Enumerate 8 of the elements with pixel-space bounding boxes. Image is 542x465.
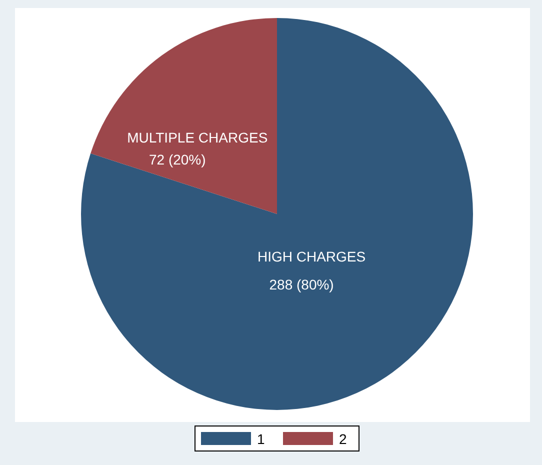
data-label: 288 (80%) xyxy=(269,276,334,293)
legend-label: 1 xyxy=(257,431,265,447)
pie-slice xyxy=(81,18,473,410)
text: MULTIPLE CHARGES xyxy=(127,130,268,146)
legend-label: 2 xyxy=(339,431,347,447)
text: HIGH CHARGES xyxy=(258,248,366,265)
pie-slice xyxy=(90,18,277,214)
data-label: 72 (20%) xyxy=(148,152,206,168)
